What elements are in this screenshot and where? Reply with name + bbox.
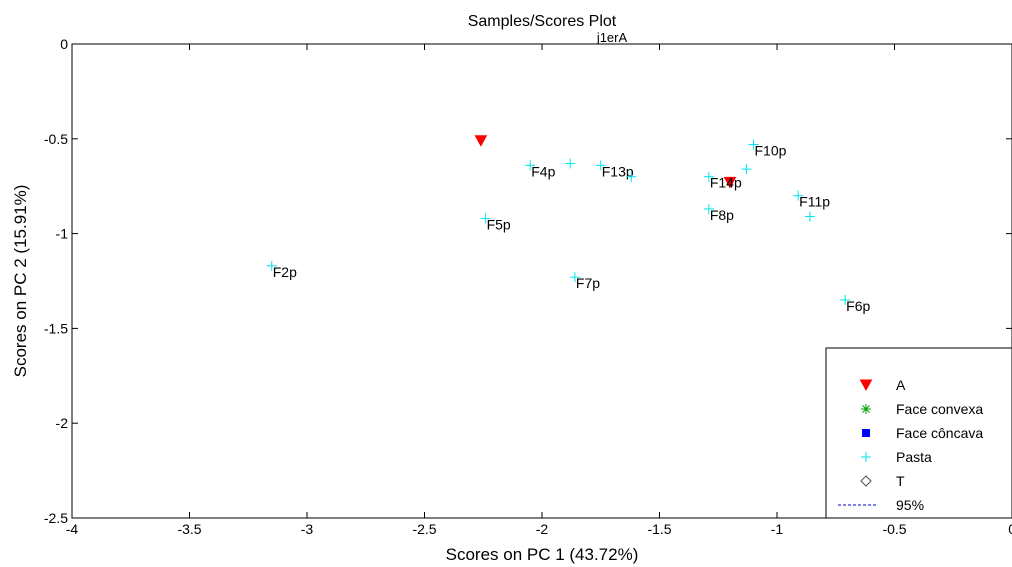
point-pasta [595,160,606,171]
y-tick-label: -2 [56,415,69,431]
legend-label: A [896,377,906,393]
y-axis-ticks: 0 -0.5 -1 -1.5 -2 -2.5 [44,36,1012,526]
point-pasta [525,160,536,171]
x-tick-label: -0.5 [882,521,906,537]
y-tick-label: -1.5 [44,320,68,336]
y-tick-label: -2.5 [44,510,68,526]
legend: A Face convexa Face côncava Pasta T 95% [825,347,1012,519]
x-tick-label: -2 [536,521,549,537]
y-tick-label: -0.5 [44,131,68,147]
point-pasta [804,211,815,222]
point-pasta [703,203,714,214]
x-tick-label: -4 [66,521,79,537]
point-pasta [840,294,851,305]
x-tick-label: -1.5 [647,521,671,537]
data-points: F2p F4p F5p F13p F7p F14p F8p F10p F11p F6p [266,135,870,314]
point-label: F4p [531,163,555,179]
point-label: F8p [710,207,734,223]
chart-title: Samples/Scores Plot [468,13,617,30]
point-pasta [480,213,491,224]
x-tick-label: -3.5 [177,521,201,537]
y-tick-label: -1 [56,226,69,242]
point-pasta [626,171,637,182]
legend-label: 95% [896,497,924,513]
x-axis-ticks: -4 -3.5 -3 -2.5 -2 -1.5 -1 -0.5 0 [66,44,1012,537]
y-tick-label: 0 [60,36,68,52]
legend-label: Face convexa [896,401,983,417]
point-pasta [793,190,804,201]
point-pasta [569,272,580,283]
legend-label: Pasta [896,449,932,465]
point-label: F10p [755,142,787,158]
point-label: F6p [846,298,870,314]
chart-subtitle: j1erA [596,30,628,45]
legend-marker [861,404,871,414]
point-pasta [565,158,576,169]
point-label: F14p [710,175,742,191]
ast-d2 [862,405,870,413]
point-pasta [703,171,714,182]
legend-marker [860,475,872,487]
legend-marker [862,429,870,437]
x-tick-label: -2.5 [412,521,436,537]
point-A [723,176,737,189]
legend-marker [861,452,871,462]
legend-marker [859,379,873,392]
legend-label: T [896,473,905,489]
x-axis-label: Scores on PC 1 (43.72%) [446,545,639,564]
x-tick-label: -1 [771,521,784,537]
point-label: F2p [273,264,297,280]
point-pasta [266,260,277,271]
point-pasta [748,139,759,150]
legend-box [825,347,1012,519]
point-label: F13p [602,163,634,179]
x-tick-label: -3 [301,521,314,537]
point-label: F5p [487,216,511,232]
x-tick-label: 0 [1008,521,1012,537]
point-label: F7p [576,275,600,291]
point-label: F11p [799,194,830,210]
y-axis-label: Scores on PC 2 (15.91%) [11,185,30,378]
legend-label: Face côncava [896,425,983,441]
point-A [474,135,488,147]
point-pasta [741,164,752,175]
